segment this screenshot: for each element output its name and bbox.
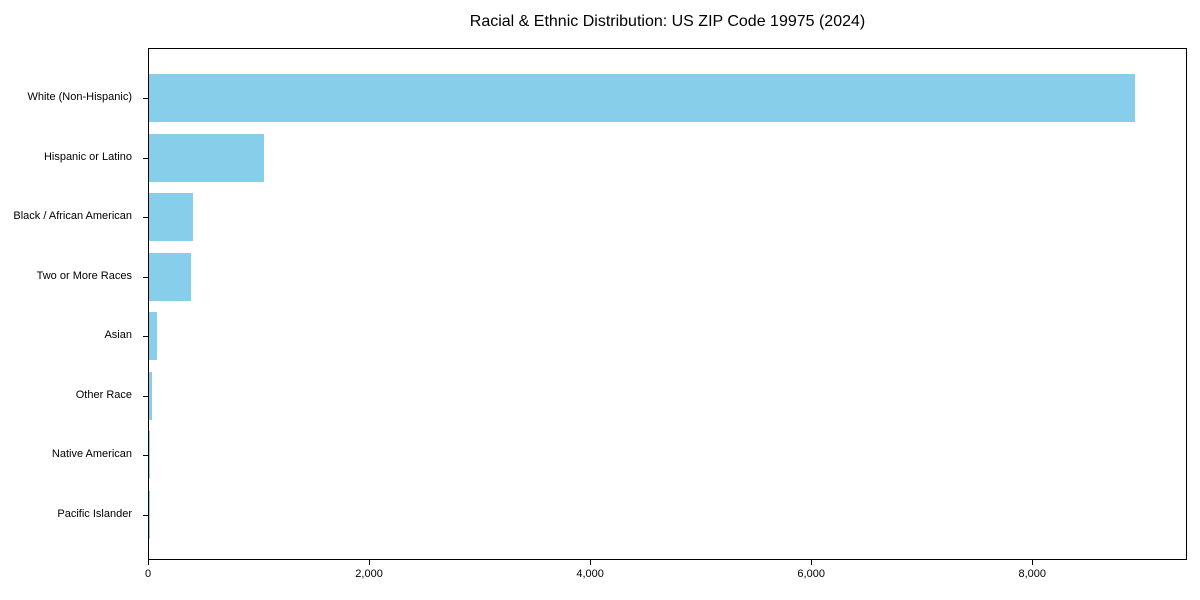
x-tick-label-3: 6,000	[797, 568, 825, 580]
category-label-7: Pacific Islander	[57, 507, 132, 520]
x-tick-label-0: 0	[144, 568, 152, 580]
bar-6	[149, 431, 150, 480]
bar-2	[149, 193, 194, 242]
category-label-5: Other Race	[75, 388, 132, 401]
y-tick-4	[143, 336, 149, 338]
x-tick-mark-4	[1032, 560, 1034, 565]
x-tick-mark-0	[148, 560, 149, 565]
category-label-4: Asian	[104, 329, 132, 342]
x-tick-label-2: 4,000	[576, 568, 604, 580]
y-tick-6	[143, 455, 149, 457]
category-label-3: Two or More Races	[36, 269, 132, 282]
bar-3	[149, 252, 191, 301]
y-tick-5	[143, 395, 149, 397]
y-tick-1	[143, 157, 149, 159]
category-label-6: Native American	[51, 448, 132, 461]
x-tick-mark-3	[811, 560, 813, 565]
bar-0	[149, 74, 1136, 122]
y-tick-3	[143, 276, 149, 278]
x-tick-label-1: 2,000	[355, 568, 383, 580]
bar-4	[149, 312, 157, 361]
y-tick-2	[143, 217, 149, 219]
y-tick-0	[143, 98, 149, 99]
y-axis-labels: White (Non-Hispanic) Hispanic or Latino Bl…	[0, 48, 141, 560]
x-tick-label-4: 8,000	[1018, 568, 1047, 580]
x-tick-mark-1	[369, 560, 371, 565]
chart-title: Racial & Ethnic Distribution: US ZIP Cod…	[469, 13, 866, 30]
y-tick-7	[143, 514, 149, 516]
x-axis: 0 2,000 4,000 6,000 8,000	[144, 560, 1187, 592]
bar-5	[149, 371, 153, 420]
category-label-0: White (Non-Hispanic)	[27, 91, 132, 103]
bar-1	[149, 133, 264, 182]
x-tick-mark-2	[590, 560, 592, 565]
plot-area	[143, 48, 1187, 560]
category-label-1: Hispanic or Latino	[43, 150, 132, 163]
category-label-2: Black / African American	[13, 210, 132, 223]
